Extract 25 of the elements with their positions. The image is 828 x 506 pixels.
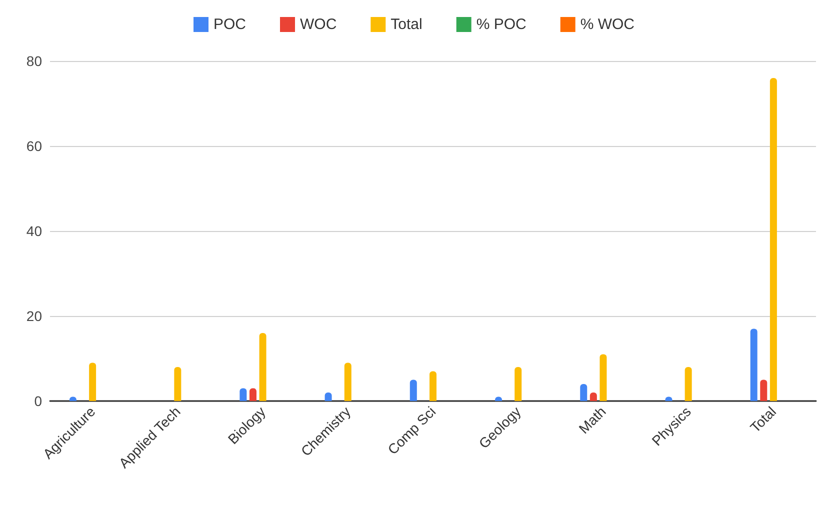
bar: [580, 384, 588, 401]
y-tick-label: 60: [26, 138, 42, 154]
bar: [430, 371, 436, 401]
y-tick-label: 40: [26, 223, 42, 239]
bar: [684, 367, 692, 401]
y-tick-label: 0: [34, 393, 42, 409]
legend-label: % WOC: [580, 16, 635, 33]
bar: [770, 78, 777, 401]
bar: [240, 388, 247, 401]
legend-label: % POC: [476, 16, 527, 33]
legend-label: Total: [390, 16, 422, 33]
legend-label: WOC: [300, 16, 337, 33]
bar: [410, 380, 417, 401]
y-tick-label: 80: [26, 53, 42, 69]
bar: [344, 362, 352, 401]
bar: [514, 367, 522, 401]
legend-label: POC: [213, 16, 246, 33]
y-tick-label: 20: [26, 308, 42, 324]
bar: [750, 328, 758, 401]
bar: [249, 388, 256, 401]
bar: [760, 380, 768, 401]
bar: [89, 362, 96, 401]
bar: [174, 367, 182, 401]
bar: [259, 333, 266, 401]
bar: [600, 354, 607, 401]
